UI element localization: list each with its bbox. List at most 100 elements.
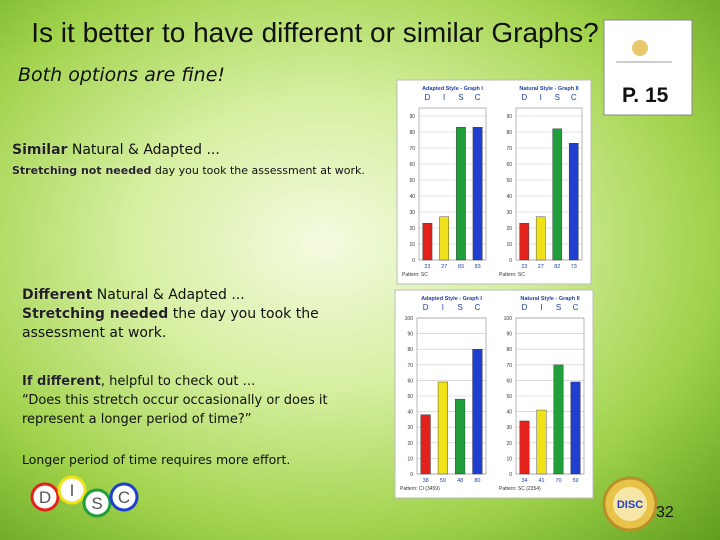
- graph-title: Adapted Style - Graph I: [421, 296, 482, 302]
- bar: [570, 381, 581, 475]
- y-tick-label: 10: [506, 456, 512, 462]
- letter: S: [457, 303, 462, 312]
- y-tick-label: 40: [409, 194, 415, 200]
- value-label: 82: [554, 264, 560, 270]
- bar: [472, 126, 483, 261]
- bar: [553, 364, 564, 475]
- y-tick-label: 50: [409, 178, 415, 184]
- value-label: 34: [521, 478, 527, 484]
- logo-letter: S: [91, 494, 102, 513]
- bar: [536, 409, 547, 475]
- y-tick-label: 80: [407, 347, 413, 353]
- letter: S: [556, 303, 561, 312]
- letter: C: [475, 93, 481, 102]
- pattern: Pattern: CI (3459): [400, 486, 440, 492]
- letter: I: [442, 303, 444, 312]
- logo-letter: I: [70, 481, 75, 500]
- bar: [437, 381, 448, 475]
- bar: [472, 349, 483, 475]
- text: the day you took the assessment at work.: [22, 306, 319, 341]
- y-tick-label: 30: [506, 210, 512, 216]
- y-tick-label: 60: [407, 378, 413, 384]
- thumbnail-emblem: [632, 40, 648, 56]
- y-tick-label: 70: [506, 363, 512, 369]
- value-label: 41: [538, 478, 544, 484]
- logo-letter: D: [39, 488, 51, 507]
- different-block: Different Natural & Adapted ... Stretchi…: [22, 286, 362, 343]
- pattern: Pattern: SC: [499, 272, 525, 278]
- y-tick-label: 60: [409, 162, 415, 168]
- value-label: 59: [572, 478, 578, 484]
- y-tick-label: 50: [506, 394, 512, 400]
- logo-letter: C: [118, 488, 130, 507]
- logo-circle: [57, 475, 87, 505]
- value-label: 27: [441, 264, 447, 270]
- graph-title: Natural Style - Graph II: [519, 86, 579, 92]
- text: Natural & Adapted ...: [71, 142, 220, 158]
- if-different-block: If different, helpful to check out … “Do…: [22, 372, 352, 429]
- letter: C: [571, 93, 577, 102]
- y-tick-label: 60: [506, 162, 512, 168]
- y-tick-label: 40: [506, 194, 512, 200]
- bar: [519, 222, 530, 261]
- letter: C: [474, 303, 480, 312]
- graph-title: Adapted Style - Graph I: [422, 86, 483, 92]
- y-tick-label: 40: [506, 410, 512, 416]
- y-tick-label: 80: [506, 130, 512, 136]
- bar: [455, 126, 466, 261]
- y-tick-label: 50: [506, 178, 512, 184]
- y-tick-label: 100: [504, 316, 513, 322]
- plot-frame: [416, 317, 487, 475]
- y-tick-label: 20: [409, 226, 415, 232]
- bar: [455, 398, 466, 475]
- label: Different: [22, 287, 93, 303]
- y-tick-label: 20: [506, 441, 512, 447]
- bar: [420, 414, 431, 475]
- y-tick-label: 0: [509, 472, 512, 478]
- value-label: 38: [423, 478, 429, 484]
- y-tick-label: 0: [509, 258, 512, 264]
- y-tick-label: 50: [407, 394, 413, 400]
- text: , helpful to check out …: [100, 374, 256, 389]
- letter: D: [423, 303, 429, 312]
- bar: [439, 216, 450, 261]
- book-thumbnail: [603, 19, 693, 116]
- letter: C: [573, 303, 579, 312]
- letter: S: [555, 93, 560, 102]
- seal-text: DISC: [617, 499, 643, 511]
- logo-circle: [30, 482, 60, 512]
- y-tick-label: 10: [409, 242, 415, 248]
- graph-title: Natural Style - Graph II: [520, 296, 580, 302]
- bar: [519, 420, 530, 475]
- y-tick-label: 80: [409, 130, 415, 136]
- value-label: 83: [475, 264, 481, 270]
- value-label: 48: [457, 478, 463, 484]
- letter: D: [424, 93, 430, 102]
- letter: D: [522, 303, 528, 312]
- letter: I: [540, 303, 542, 312]
- bar: [535, 216, 546, 261]
- footer: Longer period of time requires more effo…: [22, 452, 291, 467]
- value-label: 73: [571, 264, 577, 270]
- bar: [552, 128, 563, 261]
- value-label: 59: [440, 478, 446, 484]
- quote: “Does this stretch occur occasionally or…: [22, 393, 328, 427]
- y-tick-label: 90: [506, 332, 512, 338]
- y-tick-label: 0: [410, 472, 413, 478]
- similar-stretch: Stretching not needed day you took the a…: [12, 164, 365, 177]
- letter: I: [443, 93, 445, 102]
- logo-circle: [82, 488, 112, 518]
- plot-frame: [418, 107, 487, 261]
- y-tick-label: 80: [506, 347, 512, 353]
- subtitle: Both options are fine!: [18, 64, 226, 86]
- y-tick-label: 0: [412, 258, 415, 264]
- y-tick-label: 40: [407, 410, 413, 416]
- y-tick-label: 30: [407, 425, 413, 431]
- bar: [568, 142, 579, 261]
- logo-circle: [109, 482, 139, 512]
- seal-inner: [613, 487, 647, 521]
- text: Natural & Adapted ...: [96, 287, 245, 303]
- y-tick-label: 90: [409, 114, 415, 120]
